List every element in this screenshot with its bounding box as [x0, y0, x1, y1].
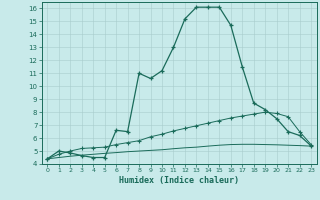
X-axis label: Humidex (Indice chaleur): Humidex (Indice chaleur) — [119, 176, 239, 185]
